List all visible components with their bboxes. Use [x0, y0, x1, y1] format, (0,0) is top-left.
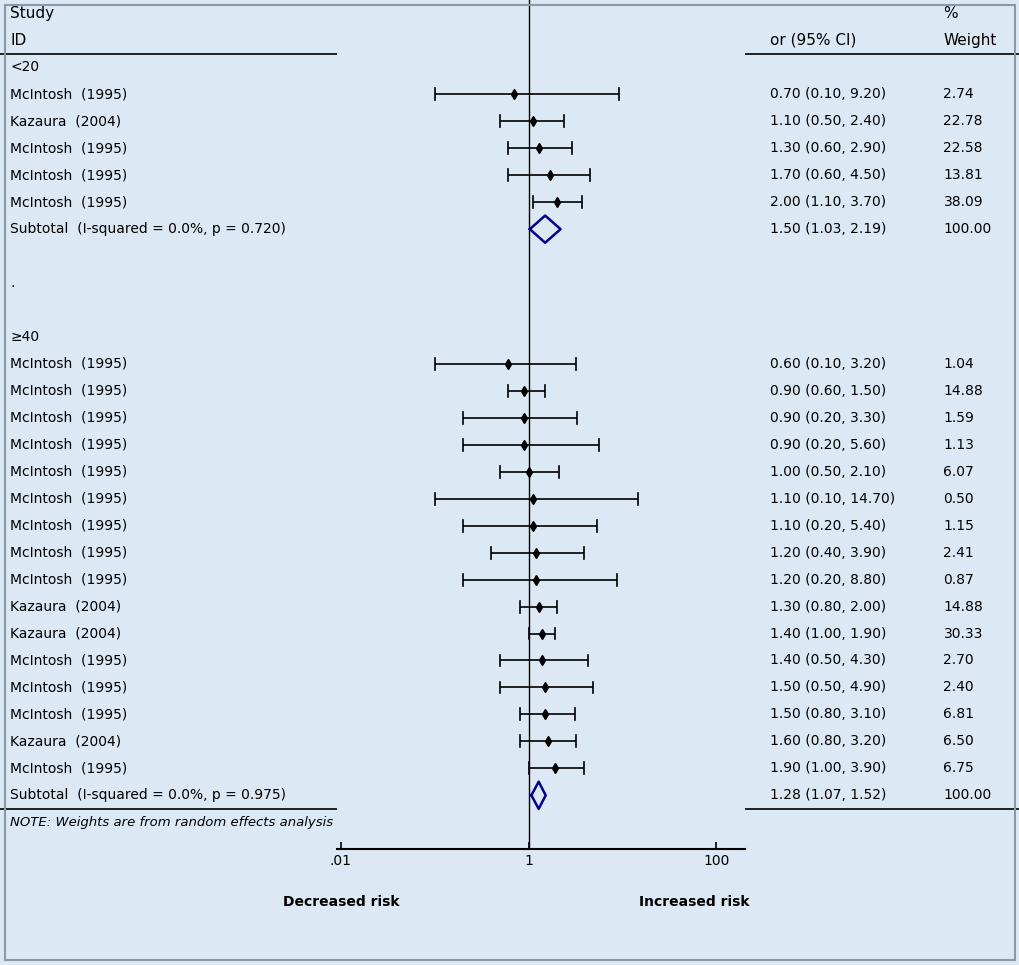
Text: 1.90 (1.00, 3.90): 1.90 (1.00, 3.90): [769, 761, 886, 775]
Text: 1.50 (1.03, 2.19): 1.50 (1.03, 2.19): [769, 222, 886, 236]
Text: McIntosh  (1995): McIntosh (1995): [10, 680, 127, 695]
Text: McIntosh  (1995): McIntosh (1995): [10, 707, 127, 722]
Text: 1.28 (1.07, 1.52): 1.28 (1.07, 1.52): [769, 788, 886, 802]
Text: 22.78: 22.78: [943, 114, 982, 128]
Text: McIntosh  (1995): McIntosh (1995): [10, 88, 127, 101]
Text: 100.00: 100.00: [943, 788, 990, 802]
Text: 2.00 (1.10, 3.70): 2.00 (1.10, 3.70): [769, 195, 886, 209]
Text: NOTE: Weights are from random effects analysis: NOTE: Weights are from random effects an…: [10, 815, 333, 829]
Text: McIntosh  (1995): McIntosh (1995): [10, 141, 127, 155]
Text: 6.75: 6.75: [943, 761, 973, 775]
Text: 1.50 (0.50, 4.90): 1.50 (0.50, 4.90): [769, 680, 886, 695]
Text: Kazaura  (2004): Kazaura (2004): [10, 114, 121, 128]
Text: 0.50: 0.50: [943, 492, 973, 506]
Text: ID: ID: [10, 33, 26, 48]
Text: 6.81: 6.81: [943, 707, 973, 722]
Text: ≥40: ≥40: [10, 330, 40, 344]
Text: 0.70 (0.10, 9.20): 0.70 (0.10, 9.20): [769, 88, 886, 101]
Text: 2.40: 2.40: [943, 680, 973, 695]
Text: Kazaura  (2004): Kazaura (2004): [10, 734, 121, 749]
Text: McIntosh  (1995): McIntosh (1995): [10, 519, 127, 533]
Text: Kazaura  (2004): Kazaura (2004): [10, 626, 121, 641]
Text: 0.90 (0.60, 1.50): 0.90 (0.60, 1.50): [769, 384, 886, 398]
Text: McIntosh  (1995): McIntosh (1995): [10, 465, 127, 479]
Text: <20: <20: [10, 61, 40, 74]
Text: 100.00: 100.00: [943, 222, 990, 236]
Text: 0.87: 0.87: [943, 572, 973, 587]
Text: McIntosh  (1995): McIntosh (1995): [10, 653, 127, 668]
Text: 1.30 (0.80, 2.00): 1.30 (0.80, 2.00): [769, 599, 886, 614]
Text: 1.20 (0.20, 8.80): 1.20 (0.20, 8.80): [769, 572, 886, 587]
Text: 13.81: 13.81: [943, 168, 982, 182]
Text: 1.40 (1.00, 1.90): 1.40 (1.00, 1.90): [769, 626, 886, 641]
Text: McIntosh  (1995): McIntosh (1995): [10, 492, 127, 506]
Text: 2.70: 2.70: [943, 653, 973, 668]
Text: 1.70 (0.60, 4.50): 1.70 (0.60, 4.50): [769, 168, 886, 182]
Text: 2.74: 2.74: [943, 88, 973, 101]
Text: 0.90 (0.20, 3.30): 0.90 (0.20, 3.30): [769, 411, 886, 425]
Text: McIntosh  (1995): McIntosh (1995): [10, 761, 127, 775]
Text: Kazaura  (2004): Kazaura (2004): [10, 599, 121, 614]
Text: McIntosh  (1995): McIntosh (1995): [10, 572, 127, 587]
Text: Increased risk: Increased risk: [638, 896, 748, 909]
Text: 1.10 (0.10, 14.70): 1.10 (0.10, 14.70): [769, 492, 895, 506]
Text: 1.50 (0.80, 3.10): 1.50 (0.80, 3.10): [769, 707, 886, 722]
Text: 1.59: 1.59: [943, 411, 973, 425]
Text: 38.09: 38.09: [943, 195, 982, 209]
Text: Weight: Weight: [943, 33, 996, 48]
Text: 1.04: 1.04: [943, 357, 973, 371]
Text: 6.07: 6.07: [943, 465, 973, 479]
Text: McIntosh  (1995): McIntosh (1995): [10, 195, 127, 209]
Text: 1.10 (0.50, 2.40): 1.10 (0.50, 2.40): [769, 114, 886, 128]
Text: 0.60 (0.10, 3.20): 0.60 (0.10, 3.20): [769, 357, 886, 371]
Text: Subtotal  (I-squared = 0.0%, p = 0.975): Subtotal (I-squared = 0.0%, p = 0.975): [10, 788, 286, 802]
Text: McIntosh  (1995): McIntosh (1995): [10, 384, 127, 398]
Text: McIntosh  (1995): McIntosh (1995): [10, 545, 127, 560]
Text: 1.60 (0.80, 3.20): 1.60 (0.80, 3.20): [769, 734, 886, 749]
Text: 1.30 (0.60, 2.90): 1.30 (0.60, 2.90): [769, 141, 886, 155]
Text: 22.58: 22.58: [943, 141, 982, 155]
Text: %: %: [943, 6, 957, 21]
Text: McIntosh  (1995): McIntosh (1995): [10, 357, 127, 371]
Text: 6.50: 6.50: [943, 734, 973, 749]
Text: 2.41: 2.41: [943, 545, 973, 560]
Text: Study: Study: [10, 6, 54, 21]
Text: Subtotal  (I-squared = 0.0%, p = 0.720): Subtotal (I-squared = 0.0%, p = 0.720): [10, 222, 285, 236]
Text: McIntosh  (1995): McIntosh (1995): [10, 411, 127, 425]
Text: McIntosh  (1995): McIntosh (1995): [10, 168, 127, 182]
Text: 1.00 (0.50, 2.10): 1.00 (0.50, 2.10): [769, 465, 886, 479]
Text: 1.10 (0.20, 5.40): 1.10 (0.20, 5.40): [769, 519, 886, 533]
Text: 1.40 (0.50, 4.30): 1.40 (0.50, 4.30): [769, 653, 886, 668]
Text: 14.88: 14.88: [943, 599, 982, 614]
Text: or (95% CI): or (95% CI): [769, 33, 856, 48]
Text: 14.88: 14.88: [943, 384, 982, 398]
Text: 1.20 (0.40, 3.90): 1.20 (0.40, 3.90): [769, 545, 886, 560]
Text: 1.15: 1.15: [943, 519, 973, 533]
Text: Decreased risk: Decreased risk: [282, 896, 398, 909]
Text: McIntosh  (1995): McIntosh (1995): [10, 438, 127, 452]
Text: .: .: [10, 276, 14, 290]
Text: 30.33: 30.33: [943, 626, 982, 641]
Text: 1.13: 1.13: [943, 438, 973, 452]
Text: 0.90 (0.20, 5.60): 0.90 (0.20, 5.60): [769, 438, 886, 452]
